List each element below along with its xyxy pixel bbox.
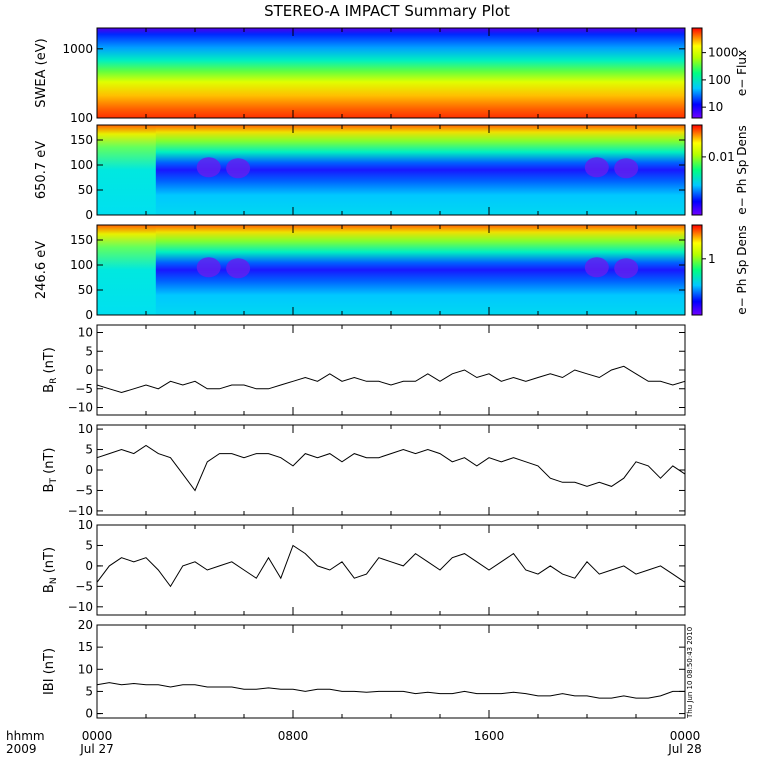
y-tick-label: 0 <box>85 208 93 222</box>
colorbar-tick-label: 1 <box>708 252 716 266</box>
y-axis-label: BN (nT) <box>42 547 59 593</box>
y-tick-label: 10 <box>78 326 93 340</box>
y-tick-label: 5 <box>85 538 93 552</box>
colorbar-label: e− Flux <box>735 50 749 96</box>
colorbar <box>692 225 702 315</box>
y-tick-label: 150 <box>70 133 93 147</box>
y-tick-label: 5 <box>85 684 93 698</box>
panel-5: −10 −5 0 5 10 BT (nT) <box>42 422 685 518</box>
y-axis-label: BR (nT) <box>42 347 59 393</box>
field-trace <box>97 366 685 392</box>
colorbar-tick-label: 1000 <box>708 46 739 60</box>
y-tick-label: 0 <box>85 308 93 322</box>
y-tick-label: 15 <box>78 640 93 654</box>
y-tick-label: 10 <box>78 422 93 436</box>
generation-stamp: Thu Jun 10 08:50:43 2010 <box>686 627 694 719</box>
colorbar-tick-label: 10 <box>708 100 723 114</box>
x-tick-label-time: 0800 <box>278 729 309 743</box>
colorbar <box>692 28 702 118</box>
plot-title: STEREO-A IMPACT Summary Plot <box>264 2 510 20</box>
field-trace <box>97 683 685 699</box>
x-tick-label-time: 0000 <box>82 729 113 743</box>
y-tick-label: 20 <box>78 618 93 632</box>
field-trace <box>97 546 685 587</box>
colorbar-tick-label: 0.01 <box>708 150 735 164</box>
y-tick-label: −10 <box>68 401 93 415</box>
colorbar-label: e− Ph Sp Dens <box>735 125 749 214</box>
y-tick-label: 100 <box>70 258 93 272</box>
x-label-year: 2009 <box>6 742 37 756</box>
x-tick-label-time: 0000 <box>670 729 701 743</box>
y-tick-label: 1000 <box>62 42 93 56</box>
y-tick-label: −5 <box>75 483 93 497</box>
y-axis-label: SWEA (eV) <box>34 38 49 107</box>
summary-plot: STEREO-A IMPACT Summary Plot 100010010e−… <box>0 0 780 780</box>
density-minimum-blob <box>226 258 250 278</box>
density-minimum-blob <box>226 158 250 178</box>
field-trace <box>97 446 685 491</box>
y-tick-label: 100 <box>70 158 93 172</box>
y-tick-label: 50 <box>78 183 93 197</box>
y-tick-label: 5 <box>85 344 93 358</box>
y-axis-label: IBI (nT) <box>42 648 57 695</box>
x-tick-label-date: Jul 27 <box>79 742 114 756</box>
panel-4: −10 −5 0 5 10 BR (nT) <box>42 325 685 415</box>
y-tick-label: 0 <box>85 363 93 377</box>
y-tick-label: 0 <box>85 707 93 721</box>
density-minimum-blob <box>614 258 638 278</box>
y-tick-label: 0 <box>85 463 93 477</box>
y-tick-label: −5 <box>75 382 93 396</box>
panel-frame <box>97 625 685 718</box>
colorbar-label: e− Ph Sp Dens <box>735 225 749 314</box>
x-label-hhmm: hhmm <box>6 729 45 743</box>
panel-frame <box>97 325 685 415</box>
y-tick-label: −10 <box>68 504 93 518</box>
colorbar-tick-label: 100 <box>708 73 731 87</box>
y-tick-label: 50 <box>78 283 93 297</box>
y-axis-label: 246.6 eV <box>34 241 49 299</box>
density-minimum-blob <box>197 157 221 177</box>
density-minimum-blob <box>197 257 221 277</box>
panel-3: 1 e− Ph Sp Dens 0 50 100 150 246.6 eV <box>34 225 749 322</box>
y-tick-label: 10 <box>78 518 93 532</box>
panel-frame <box>97 425 685 515</box>
x-tick-label-time: 1600 <box>474 729 505 743</box>
y-tick-label: 10 <box>78 662 93 676</box>
y-tick-label: 150 <box>70 233 93 247</box>
spectrogram-early-region <box>97 225 156 315</box>
density-minimum-blob <box>614 158 638 178</box>
y-tick-label: 0 <box>85 559 93 573</box>
panel-7: 0 5 10 15 20 IBI (nT) <box>42 618 685 721</box>
y-tick-label: 100 <box>70 111 93 125</box>
y-axis-label: BT (nT) <box>42 448 59 493</box>
colorbar <box>692 125 702 215</box>
spectrogram-image <box>97 28 685 118</box>
panel-6: −10 −5 0 5 10 BN (nT) <box>42 518 685 615</box>
y-tick-label: 5 <box>85 443 93 457</box>
y-tick-label: −10 <box>68 600 93 614</box>
spectrogram-early-region <box>97 125 156 215</box>
y-axis-label: 650.7 eV <box>34 141 49 199</box>
panel-2: 0.01 e− Ph Sp Dens 0 50 100 150 650.7 eV <box>34 125 749 222</box>
density-minimum-blob <box>585 257 609 277</box>
density-minimum-blob <box>585 157 609 177</box>
panel-frame <box>97 525 685 615</box>
y-tick-label: −5 <box>75 579 93 593</box>
x-tick-label-date: Jul 28 <box>667 742 702 756</box>
